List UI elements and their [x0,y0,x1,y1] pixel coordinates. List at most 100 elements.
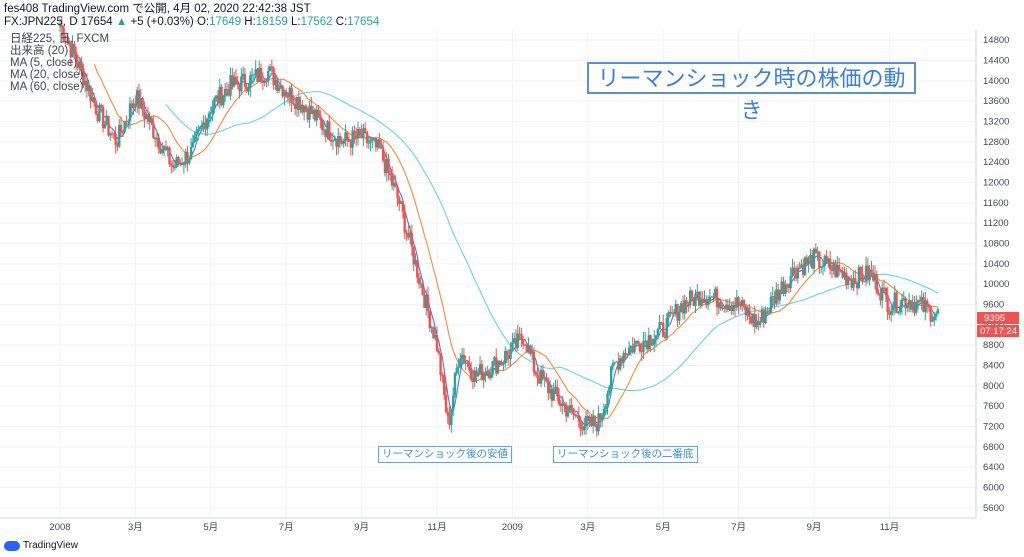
candle-body [900,299,904,308]
candle-body [491,361,494,375]
candle-body [258,67,261,82]
tradingview-logo-icon [4,540,20,551]
candle-body [306,109,309,120]
candle-body [635,341,638,344]
candle-body [679,303,683,313]
candle-body [225,88,229,91]
candle-body [198,127,202,130]
candle-body [678,312,681,321]
y-tick-label: 13600 [983,96,1009,107]
legend-volume[interactable]: 出来高 (20) [10,45,69,57]
candle-body [211,106,214,113]
candle-body [586,416,589,422]
price-badge-label: 9395 [984,313,1005,324]
candle-body [394,182,397,188]
candle-body [545,377,548,382]
candle-body [371,139,374,141]
candle-body [324,129,327,138]
candle-body [292,103,295,105]
candle-body [584,416,588,427]
candle-body [459,358,462,367]
candle-body [80,61,83,69]
candle-body [823,255,826,267]
candle-body [541,369,545,379]
candle-body [234,76,238,83]
candle-body [776,289,780,301]
high-value: 18159 [255,16,288,28]
candle-body [523,344,527,346]
y-tick-label: 11600 [983,198,1009,209]
candle-body [475,370,478,376]
legend-ma5[interactable]: MA (5, close) [10,57,78,69]
candle-body [144,114,148,119]
candle-body [200,125,204,128]
candle-body [644,340,647,342]
candle-body [471,379,475,383]
legend-symbol[interactable]: 日経225, 日, FXCM [10,33,110,45]
candle-body [538,377,541,384]
publish-info: fes408 TradingView.com で公開, 4月 02, 2020 … [4,3,311,15]
y-tick-label: 6800 [983,442,1004,453]
candle-body [161,148,164,154]
candle-body [223,88,227,96]
candle-body [642,340,645,353]
candle-body [721,307,724,309]
candle-body [732,304,735,312]
candle-body [846,278,850,285]
candle-body [328,121,331,140]
candle-body [740,300,744,307]
x-tick-label: 5月 [656,522,671,533]
candle-body [383,160,387,174]
candle-body [805,257,809,265]
candle-body [477,372,480,376]
candle-body [934,313,938,317]
candle-body [360,133,363,138]
candle-body [884,287,888,296]
candle-body [640,351,643,353]
candle-body [232,76,236,87]
candle-body [247,88,250,92]
candle-body [188,159,191,164]
candle-body [575,415,579,417]
candle-body [615,361,618,363]
legend-ma60[interactable]: MA (60, close) [10,81,84,93]
candle-body [915,302,918,313]
candle-body [285,92,288,97]
candle-body [656,329,660,336]
candle-body [525,345,528,353]
candle-body [437,350,440,353]
low-label: L: [290,16,301,28]
legend-ma20[interactable]: MA (20, close) [10,69,84,81]
candle-body [882,287,886,289]
candle-body [119,124,123,133]
close-value: 17654 [347,16,380,28]
candle-body [265,81,268,83]
footer-brand[interactable]: TradingView [4,540,78,551]
candle-body [87,85,90,91]
candle-body [372,138,376,140]
candle-body [180,162,184,166]
candle-body [572,408,575,415]
candle-body [636,341,640,344]
candle-body [872,272,875,281]
candle-body [331,140,335,142]
y-tick-label: 14000 [983,76,1009,87]
candle-body [832,263,835,271]
candle-body [690,290,694,298]
candle-body [694,293,697,306]
candle-body [329,139,333,142]
candle-body [464,362,467,364]
candle-body [182,164,186,166]
x-tick-label: 9月 [354,522,369,533]
candle-body [714,288,717,298]
candle-body [755,321,758,328]
candle-body [863,281,866,283]
candle-body [875,273,879,293]
candle-body [749,316,753,324]
candle-body [256,69,259,82]
candle-body [173,167,177,169]
x-tick-label: 9月 [807,522,822,533]
candle-body [310,105,313,115]
candle-body [676,304,679,321]
